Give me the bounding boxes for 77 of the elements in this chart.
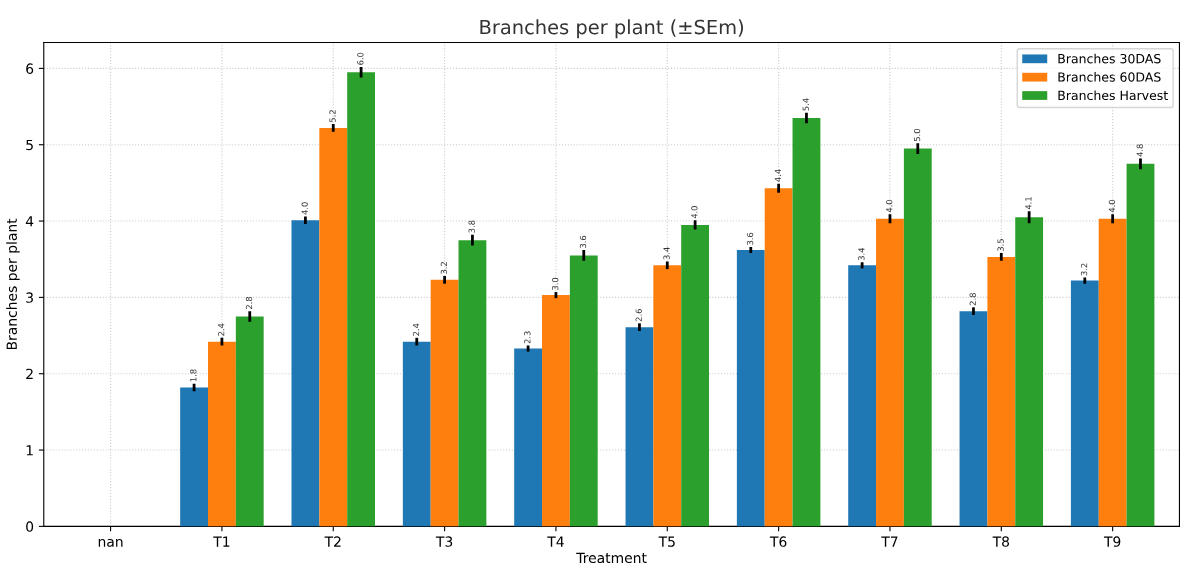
data-label: 5.0 bbox=[913, 128, 921, 142]
bar bbox=[653, 265, 682, 527]
bar bbox=[903, 148, 932, 527]
data-label: 4.0 bbox=[301, 202, 308, 215]
data-label: 2.3 bbox=[524, 331, 531, 344]
data-label: 2.8 bbox=[245, 296, 253, 309]
legend-label: Branches 30DAS bbox=[1058, 53, 1161, 64]
data-label: 4.0 bbox=[691, 206, 698, 219]
y-tick-label: 5 bbox=[26, 139, 33, 151]
bar bbox=[514, 348, 543, 527]
data-label: 3.4 bbox=[663, 247, 670, 260]
bar bbox=[736, 250, 765, 527]
data-label: 3.4 bbox=[858, 247, 865, 261]
data-label: 4.8 bbox=[1136, 144, 1143, 157]
bar bbox=[569, 255, 598, 527]
bar bbox=[291, 220, 320, 527]
y-tick-label: 1 bbox=[26, 445, 33, 456]
y-tick-label: 0 bbox=[26, 521, 34, 532]
data-label: 2.8 bbox=[969, 293, 976, 306]
data-label: 5.4 bbox=[802, 98, 809, 111]
data-label: 3.8 bbox=[468, 220, 475, 233]
x-tick-label: T5 bbox=[658, 536, 675, 547]
x-tick-label: nan bbox=[98, 538, 123, 547]
data-label: 2.6 bbox=[635, 309, 642, 322]
x-axis-title: Treatment bbox=[576, 552, 647, 564]
y-axis-title: Branches per plant bbox=[6, 218, 20, 350]
data-label: 3.5 bbox=[997, 239, 1004, 251]
data-label: 3.2 bbox=[440, 262, 448, 274]
data-label: 4.0 bbox=[1108, 199, 1116, 213]
bar bbox=[1070, 280, 1099, 527]
legend-label: Branches Harvest bbox=[1058, 90, 1168, 101]
bar bbox=[681, 224, 710, 527]
bar bbox=[208, 341, 236, 527]
y-tick-label: 6 bbox=[26, 63, 34, 74]
x-tick-label: T8 bbox=[992, 536, 1010, 547]
chart-title: Branches per plant (±SEm) bbox=[480, 19, 744, 39]
x-tick-label: T1 bbox=[213, 536, 230, 547]
bar bbox=[235, 316, 264, 527]
bar bbox=[542, 295, 570, 527]
data-label: 3.6 bbox=[579, 235, 587, 248]
data-label: 3.0 bbox=[552, 277, 559, 290]
x-tick-label: T7 bbox=[881, 536, 898, 547]
x-tick-label: T9 bbox=[1103, 536, 1121, 547]
bar bbox=[347, 72, 376, 527]
y-tick-label: 4 bbox=[25, 216, 34, 227]
bar bbox=[848, 265, 877, 527]
data-label: 5.2 bbox=[329, 110, 336, 122]
legend-label: Branches 60DAS bbox=[1058, 72, 1161, 82]
data-label: 4.1 bbox=[1025, 197, 1032, 210]
bar bbox=[876, 218, 904, 527]
y-tick-label: 2 bbox=[26, 368, 33, 379]
data-label: 2.4 bbox=[412, 323, 420, 336]
bar bbox=[458, 240, 487, 527]
y-tick-label: 3 bbox=[26, 292, 33, 303]
data-label: 1.8 bbox=[190, 369, 197, 382]
data-label: 3.2 bbox=[1080, 263, 1088, 276]
bar bbox=[430, 279, 459, 527]
data-label: 6.0 bbox=[357, 52, 364, 65]
bar bbox=[792, 118, 821, 527]
data-label: 4.0 bbox=[886, 199, 893, 213]
bar bbox=[319, 127, 348, 527]
bar bbox=[987, 256, 1016, 527]
x-tick-label: T2 bbox=[324, 536, 341, 547]
bar bbox=[180, 387, 208, 527]
bar bbox=[402, 341, 431, 527]
data-label: 2.4 bbox=[218, 323, 225, 336]
bar bbox=[625, 327, 654, 527]
bar bbox=[1098, 218, 1127, 527]
data-label: 3.6 bbox=[746, 232, 754, 245]
data-label: 4.4 bbox=[774, 169, 781, 182]
x-tick-label: T3 bbox=[435, 536, 453, 547]
x-tick-label: T6 bbox=[769, 536, 787, 547]
x-tick-label: T4 bbox=[547, 536, 564, 547]
bar bbox=[959, 311, 988, 527]
bar bbox=[1015, 217, 1044, 527]
bar bbox=[1126, 163, 1155, 527]
bar bbox=[764, 188, 793, 527]
